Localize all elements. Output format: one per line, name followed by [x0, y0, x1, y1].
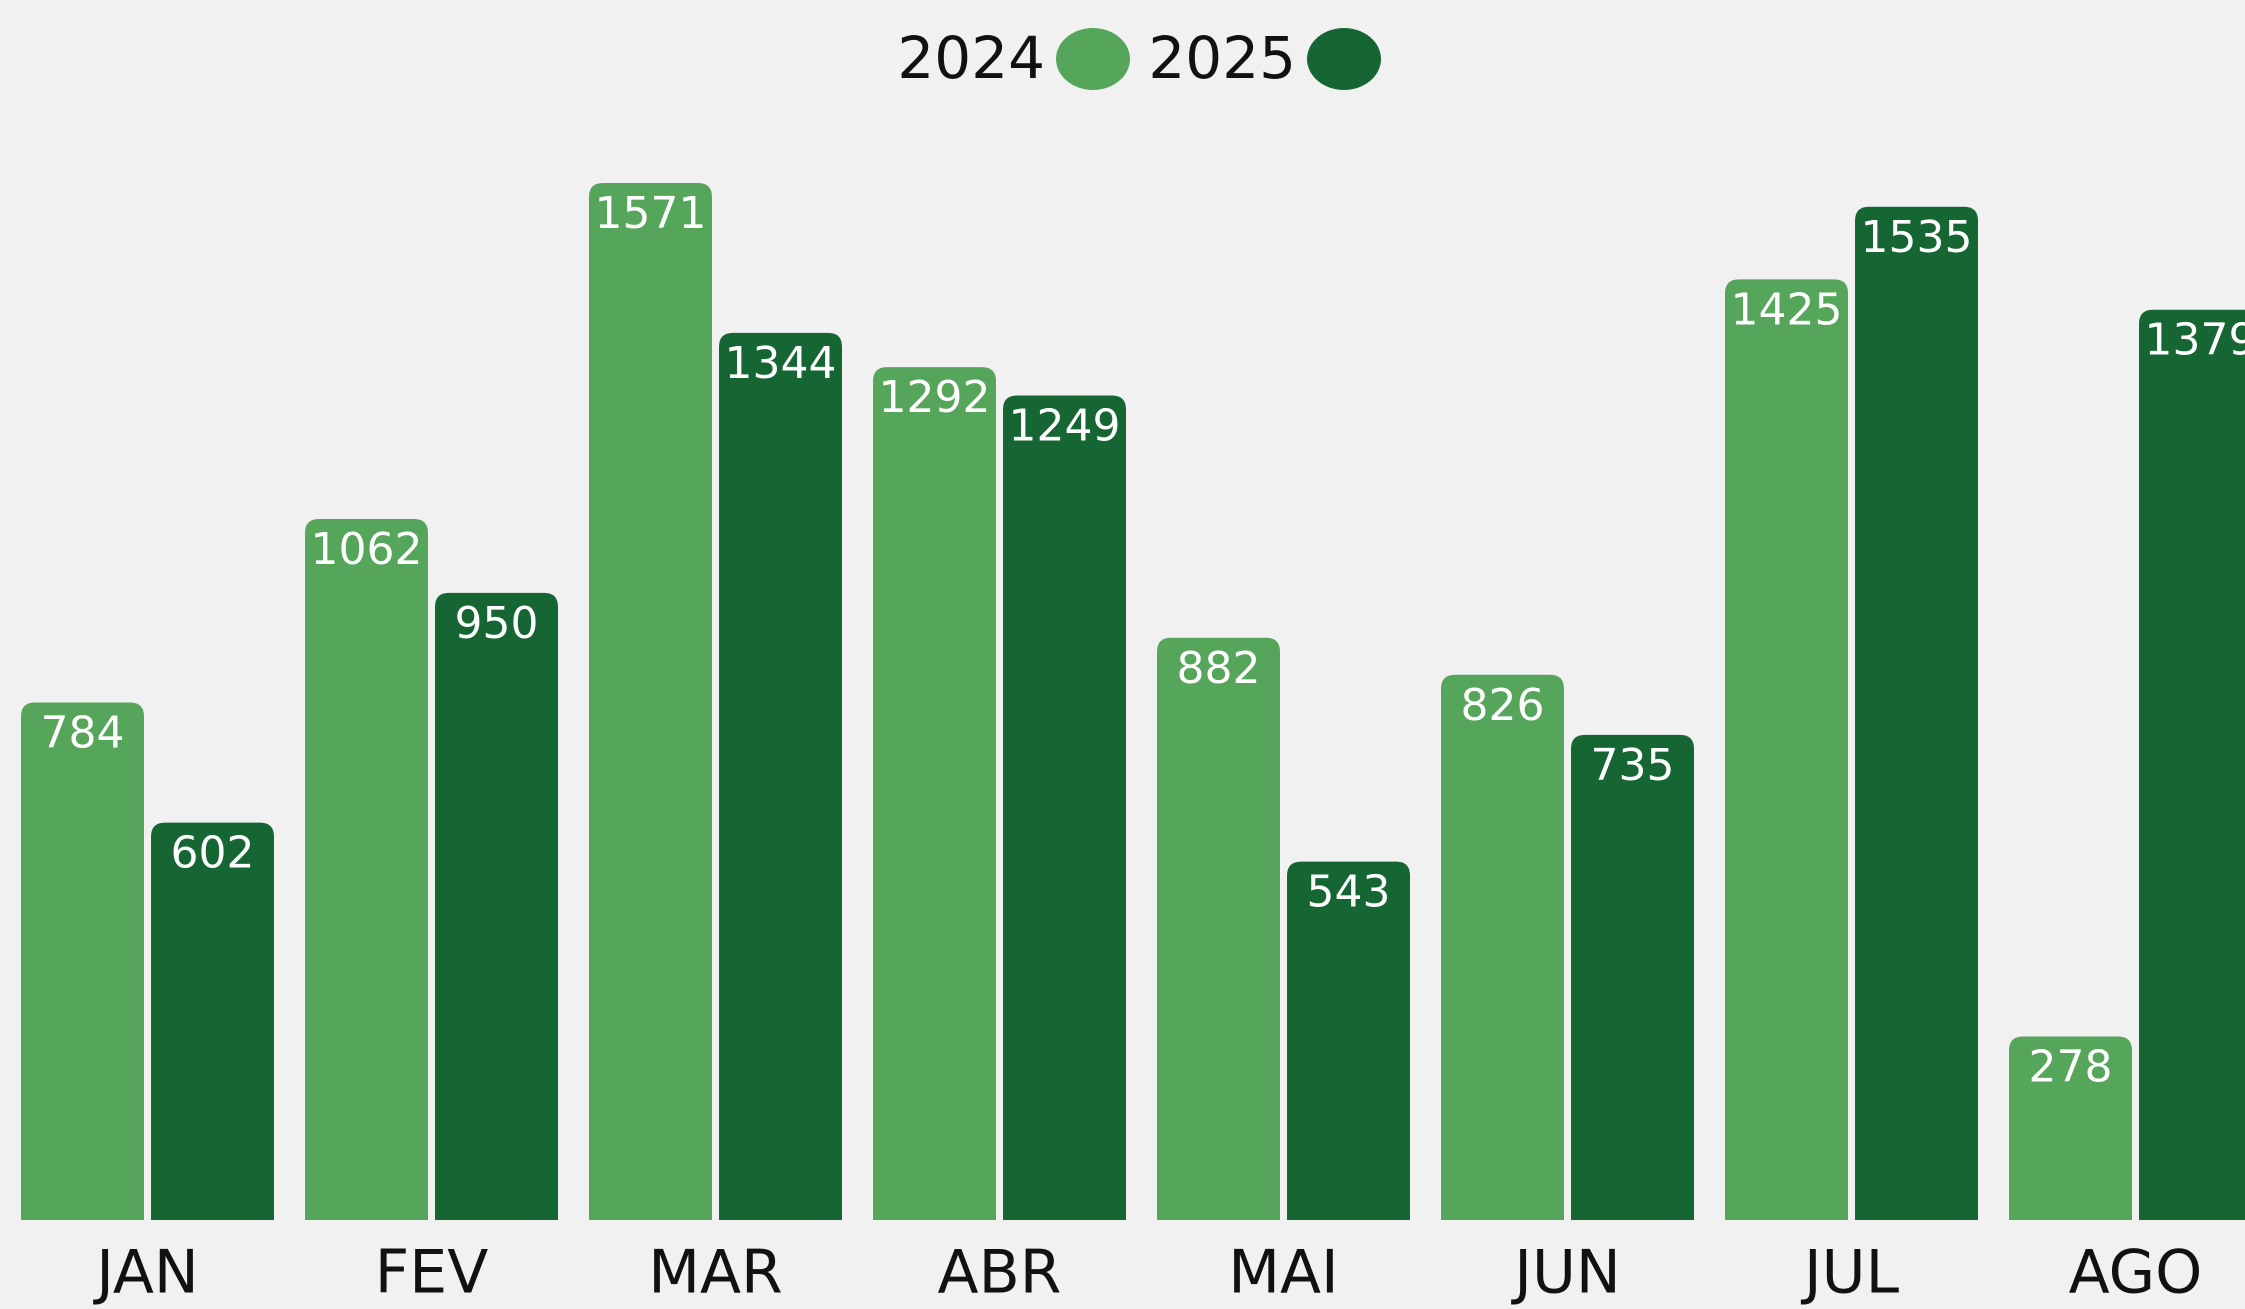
value-label: 784: [41, 707, 125, 758]
value-label: 602: [171, 828, 255, 879]
value-label: 826: [1461, 680, 1545, 731]
bar: [21, 702, 144, 1220]
value-label: 735: [1591, 740, 1675, 791]
value-label: 1535: [1861, 212, 1973, 263]
value-label: 278: [2029, 1041, 2113, 1092]
value-label: 1292: [879, 372, 991, 423]
value-label: 1425: [1731, 284, 1843, 335]
value-label: 1062: [311, 524, 423, 575]
x-tick-label: ABR: [938, 1238, 1062, 1308]
value-label: 1249: [1009, 401, 1121, 452]
value-label: 882: [1177, 643, 1261, 694]
legend-swatch: [1307, 28, 1381, 90]
bar: [151, 822, 274, 1220]
bar: [2139, 309, 2245, 1220]
bar: [873, 367, 996, 1220]
legend-swatch: [1056, 28, 1130, 90]
bar: [1855, 206, 1978, 1221]
value-label: 1379: [2145, 315, 2245, 366]
bar: [1287, 861, 1410, 1220]
x-tick-label: JUL: [1800, 1238, 1900, 1308]
x-tick-label: MAR: [648, 1238, 783, 1308]
legend-label: 2024: [897, 24, 1045, 92]
legend-label: 2025: [1148, 24, 1296, 92]
bar: [305, 518, 428, 1220]
x-tick-label: MAI: [1228, 1238, 1339, 1308]
bar: [1441, 674, 1564, 1220]
bar: [435, 592, 558, 1220]
bar: [1003, 395, 1126, 1220]
value-label: 1571: [595, 188, 707, 239]
x-tick-label: AGO: [2069, 1238, 2203, 1308]
bar: [1157, 637, 1280, 1220]
bar: [2009, 1036, 2132, 1220]
x-tick-label: FEV: [375, 1238, 488, 1308]
value-label: 543: [1307, 867, 1391, 918]
value-label: 1344: [725, 338, 837, 389]
bar: [1725, 279, 1848, 1220]
bar: [719, 332, 842, 1221]
bar: [1571, 734, 1694, 1220]
x-tick-label: JUN: [1510, 1238, 1621, 1308]
value-label: 950: [455, 598, 539, 649]
x-tick-label: JAN: [92, 1238, 199, 1308]
bar: [589, 183, 712, 1220]
